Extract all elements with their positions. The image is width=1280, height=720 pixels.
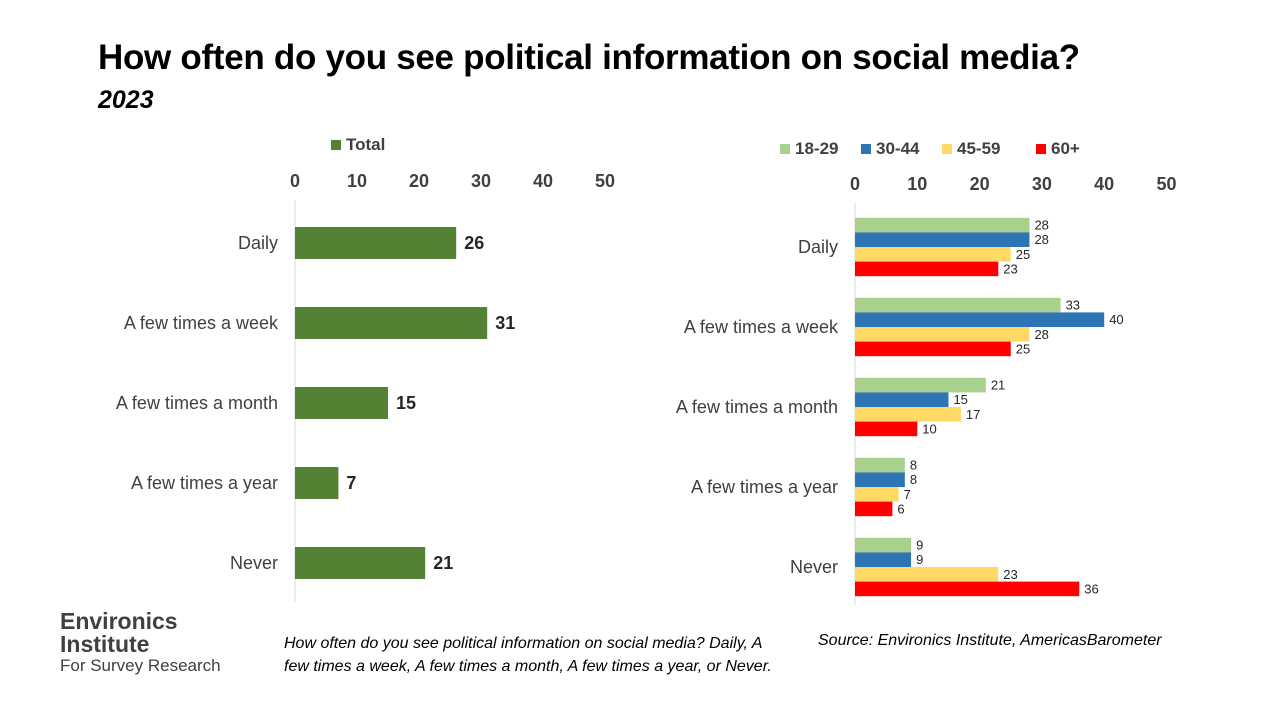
chart2-category-label: Daily bbox=[798, 237, 838, 257]
chart2-legend-label: 30-44 bbox=[876, 139, 920, 158]
logo-line-3: For Survey Research bbox=[60, 656, 221, 675]
chart2-legend-swatch bbox=[861, 144, 871, 154]
chart1-data-label: 7 bbox=[346, 473, 356, 493]
chart2-bar-60- bbox=[855, 501, 893, 517]
chart2-bar-45-59 bbox=[855, 247, 1011, 262]
chart1-bar-total bbox=[295, 467, 339, 499]
chart1-bar-total bbox=[295, 387, 388, 419]
chart1-bar-total bbox=[295, 307, 488, 339]
question-footnote: How often do you see political informati… bbox=[284, 635, 772, 675]
chart2-legend-label: 45-59 bbox=[957, 139, 1000, 158]
chart2-category-label: Never bbox=[790, 557, 838, 577]
chart2-data-label: 10 bbox=[922, 421, 936, 436]
chart2-data-label: 23 bbox=[1003, 261, 1017, 276]
chart1-data-label: 15 bbox=[396, 393, 416, 413]
chart2-data-label: 17 bbox=[966, 407, 980, 422]
environics-logo: Environics Institute For Survey Research bbox=[60, 608, 221, 675]
chart2-bar-30-44 bbox=[855, 392, 949, 407]
chart2-data-label: 40 bbox=[1109, 312, 1123, 327]
chart2-data-label: 9 bbox=[916, 552, 923, 567]
chart2-legend-swatch bbox=[780, 144, 790, 154]
chart2-bar-30-44 bbox=[855, 312, 1105, 327]
chart1-category-label: A few times a year bbox=[131, 473, 278, 493]
chart2-data-label: 6 bbox=[897, 501, 904, 516]
chart2-data-label: 25 bbox=[1016, 247, 1030, 262]
chart2-tick-label-40: 40 bbox=[1094, 174, 1114, 194]
chart1-legend-swatch bbox=[331, 140, 341, 150]
chart1-bar-total bbox=[295, 227, 457, 259]
chart2-legend-label: 60+ bbox=[1051, 139, 1080, 158]
chart-subtitle: 2023 bbox=[98, 86, 154, 114]
source-note: Source: Environics Institute, AmericasBa… bbox=[818, 632, 1162, 649]
chart2-bar-45-59 bbox=[855, 567, 999, 582]
chart2-data-label: 28 bbox=[1034, 327, 1048, 342]
chart2-tick-label-50: 50 bbox=[1156, 174, 1176, 194]
chart1-tick-label-50: 50 bbox=[595, 171, 615, 191]
chart2-bar-30-44 bbox=[855, 232, 1030, 247]
chart1-category-label: Daily bbox=[238, 233, 278, 253]
chart2-data-label: 36 bbox=[1084, 581, 1098, 596]
chart2-bar-60- bbox=[855, 581, 1080, 597]
chart1-legend-label: Total bbox=[346, 135, 385, 154]
chart2-bar-30-44 bbox=[855, 472, 905, 487]
chart1-data-label: 26 bbox=[464, 233, 484, 253]
chart1-bar-total bbox=[295, 547, 426, 579]
chart2-bar-60- bbox=[855, 261, 999, 277]
chart2-bar-18-29 bbox=[855, 217, 1030, 233]
chart2-bar-45-59 bbox=[855, 487, 899, 502]
chart2-data-label: 8 bbox=[910, 458, 917, 473]
chart2-category-label: A few times a year bbox=[691, 477, 838, 497]
chart2-bar-18-29 bbox=[855, 377, 986, 393]
chart2-data-label: 25 bbox=[1016, 341, 1030, 356]
logo-line-2: Institute bbox=[60, 631, 150, 657]
chart2-tick-label-30: 30 bbox=[1032, 174, 1052, 194]
chart2-data-label: 33 bbox=[1066, 298, 1080, 313]
chart1-tick-label-30: 30 bbox=[471, 171, 491, 191]
chart2-data-label: 7 bbox=[904, 487, 911, 502]
chart2-tick-label-10: 10 bbox=[907, 174, 927, 194]
chart2-legend-swatch bbox=[1036, 144, 1046, 154]
chart1-data-label: 31 bbox=[495, 313, 515, 333]
chart2-legend-swatch bbox=[942, 144, 952, 154]
chart1-category-label: A few times a week bbox=[124, 313, 279, 333]
logo-line-1: Environics bbox=[60, 608, 178, 634]
chart2-bar-45-59 bbox=[855, 327, 1030, 342]
chart2-data-label: 28 bbox=[1034, 218, 1048, 233]
chart1-tick-label-40: 40 bbox=[533, 171, 553, 191]
chart2-bar-30-44 bbox=[855, 552, 912, 567]
chart1-category-label: Never bbox=[230, 553, 278, 573]
chart2-data-label: 21 bbox=[991, 378, 1005, 393]
chart2-bar-18-29 bbox=[855, 297, 1061, 313]
chart1-tick-label-10: 10 bbox=[347, 171, 367, 191]
chart2-data-label: 9 bbox=[916, 538, 923, 553]
chart2-category-label: A few times a month bbox=[676, 397, 838, 417]
chart2-data-label: 23 bbox=[1003, 567, 1017, 582]
chart1-tick-label-20: 20 bbox=[409, 171, 429, 191]
chart2-bar-60- bbox=[855, 421, 918, 437]
chart1-tick-label-0: 0 bbox=[290, 171, 300, 191]
chart2-data-label: 8 bbox=[910, 472, 917, 487]
chart2-tick-label-20: 20 bbox=[970, 174, 990, 194]
chart2-data-label: 28 bbox=[1034, 232, 1048, 247]
chart2-bar-60- bbox=[855, 341, 1011, 357]
chart-title: How often do you see political informati… bbox=[98, 38, 1080, 77]
chart2-bar-45-59 bbox=[855, 407, 961, 422]
chart2-data-label: 15 bbox=[953, 392, 967, 407]
chart2-bar-18-29 bbox=[855, 537, 912, 553]
chart2-category-label: A few times a week bbox=[684, 317, 839, 337]
chart1-category-label: A few times a month bbox=[116, 393, 278, 413]
chart1-data-label: 21 bbox=[433, 553, 453, 573]
chart2-bar-18-29 bbox=[855, 457, 905, 473]
chart2-tick-label-0: 0 bbox=[850, 174, 860, 194]
chart2-legend-label: 18-29 bbox=[795, 139, 838, 158]
